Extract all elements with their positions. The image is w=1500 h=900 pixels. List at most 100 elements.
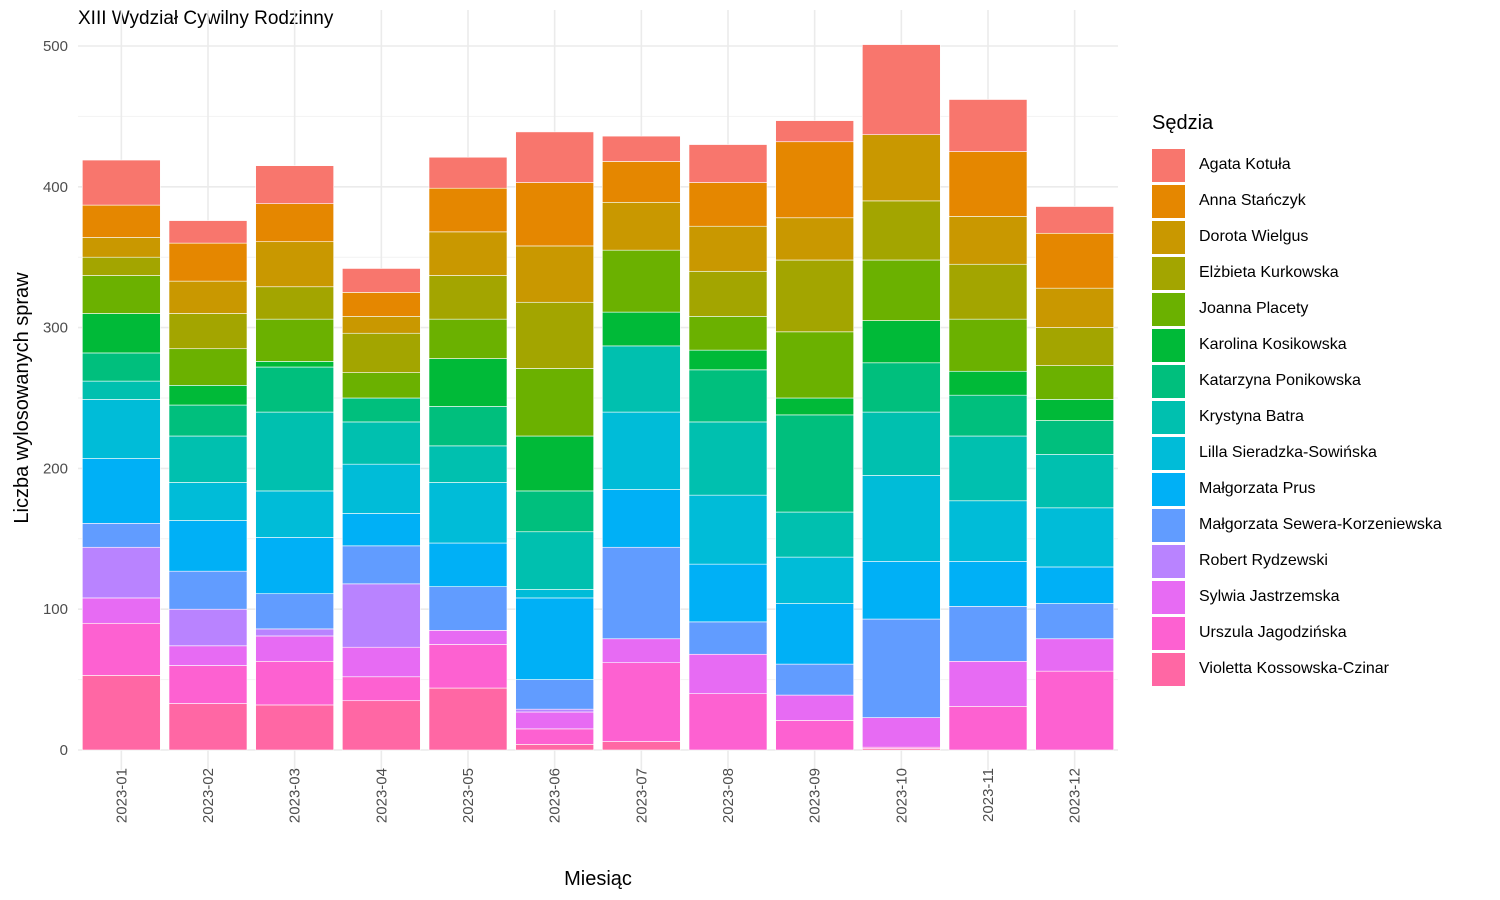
legend-title: Sędzia	[1152, 112, 1214, 134]
bar-segment	[168, 404, 248, 437]
bar-segment	[342, 372, 421, 399]
bar-segment	[862, 475, 941, 562]
x-tick-label: 2023-12	[1067, 768, 1084, 823]
bar-segment	[688, 316, 768, 351]
legend-key	[1152, 616, 1185, 650]
bar-segment	[255, 361, 334, 368]
bar-segment	[948, 435, 1028, 502]
legend-label: Małgorzata Sewera-Korzeniewska	[1199, 516, 1442, 533]
bar-segment	[428, 358, 508, 407]
bar-segment	[1035, 507, 1114, 568]
bar-segment	[428, 482, 508, 544]
bar-segment	[1035, 566, 1114, 604]
y-tick-label: 300	[43, 320, 68, 337]
bar-segment	[862, 717, 941, 748]
legend-item: Katarzyna Ponikowska	[1152, 363, 1442, 399]
bar-segment	[515, 531, 594, 590]
bar-segment	[82, 523, 161, 548]
bar-segment	[948, 500, 1028, 562]
x-tick-label: 2023-04	[373, 768, 390, 823]
bar-segment	[948, 561, 1028, 607]
bar-segment	[82, 275, 161, 314]
bar-segment	[342, 700, 421, 751]
bars	[82, 44, 1114, 751]
bar-segment	[168, 313, 248, 350]
legend-label: Lilla Sieradzka-Sowińska	[1199, 444, 1377, 461]
legend-item: Krystyna Batra	[1152, 399, 1442, 435]
legend-item: Karolina Kosikowska	[1152, 327, 1442, 363]
bar-segment	[1035, 206, 1114, 234]
bar-segment	[862, 200, 941, 261]
bar-segment	[862, 259, 941, 321]
bar-segment	[862, 362, 941, 413]
bar-segment	[602, 489, 681, 548]
bar-segment	[82, 352, 161, 382]
bar-segment	[775, 397, 854, 416]
legend-key	[1152, 256, 1185, 290]
bar-segment	[82, 159, 161, 206]
bar-segment	[948, 318, 1028, 372]
legend-item: Sylwia Jastrzemska	[1152, 579, 1442, 615]
legend-key	[1152, 544, 1185, 578]
legend-label: Violetta Kossowska-Czinar	[1199, 660, 1390, 677]
legend-item: Małgorzata Sewera-Korzeniewska	[1152, 507, 1442, 543]
bar-segment	[602, 741, 681, 751]
legend-items: Agata Kotuła Anna Stańczyk Dorota Wielgus E…	[1152, 147, 1442, 687]
bar-segment	[1035, 327, 1114, 366]
legend-item: Elżbieta Kurkowska	[1152, 255, 1442, 291]
bar-segment	[515, 245, 594, 303]
bar-segment	[948, 99, 1028, 152]
y-tick-label: 200	[43, 460, 68, 477]
bar-segment	[602, 249, 681, 313]
bar-segment	[428, 156, 508, 189]
bar-segment	[342, 292, 421, 317]
bar-segment	[342, 676, 421, 702]
bar-segment	[862, 411, 941, 476]
bar-segment	[82, 546, 161, 599]
bar-segment	[168, 703, 248, 751]
bar-segment	[602, 638, 681, 664]
bar-segment	[168, 520, 248, 572]
bar-segment	[342, 316, 421, 334]
bar-segment	[775, 663, 854, 696]
legend-label: Anna Stańczyk	[1199, 192, 1306, 209]
y-axis-title: Liczba wylosowanych spraw	[11, 272, 33, 524]
legend-key	[1152, 400, 1185, 434]
bar-segment	[82, 399, 161, 459]
x-axis-title: Miesiąc	[564, 868, 632, 890]
bar-segment	[1035, 670, 1114, 751]
bar-segment	[948, 606, 1028, 662]
legend-item: Agata Kotuła	[1152, 147, 1442, 183]
bar-segment	[428, 586, 508, 631]
bar-segment	[688, 421, 768, 496]
bar-segment	[775, 331, 854, 399]
bar-segment	[775, 511, 854, 558]
bar-segment	[428, 630, 508, 645]
bar-segment	[428, 275, 508, 320]
x-tick-label: 2023-11	[980, 768, 997, 822]
bar-segment	[428, 187, 508, 233]
bar-segment	[688, 144, 768, 183]
bar-segment	[602, 345, 681, 413]
bar-segment	[342, 545, 421, 585]
legend-key	[1152, 508, 1185, 542]
bar-segment	[602, 662, 681, 742]
bar-segment	[775, 141, 854, 219]
bar-segment	[168, 435, 248, 483]
bar-segment	[255, 635, 334, 662]
legend-item: Violetta Kossowska-Czinar	[1152, 651, 1442, 687]
bar-segment	[255, 411, 334, 492]
bar-segment	[948, 660, 1028, 707]
bar-segment	[82, 237, 161, 258]
bar-segment	[688, 270, 768, 317]
legend-item: Joanna Placety	[1152, 291, 1442, 327]
bar-segment	[255, 628, 334, 637]
bar-segment	[948, 216, 1028, 265]
bar-segment	[775, 120, 854, 143]
bar-segment	[255, 366, 334, 413]
legend-key	[1152, 364, 1185, 398]
bar-segment	[602, 135, 681, 162]
x-tick-label: 2023-10	[893, 768, 910, 823]
y-tick-label: 0	[60, 742, 68, 759]
bar-segment	[255, 537, 334, 595]
